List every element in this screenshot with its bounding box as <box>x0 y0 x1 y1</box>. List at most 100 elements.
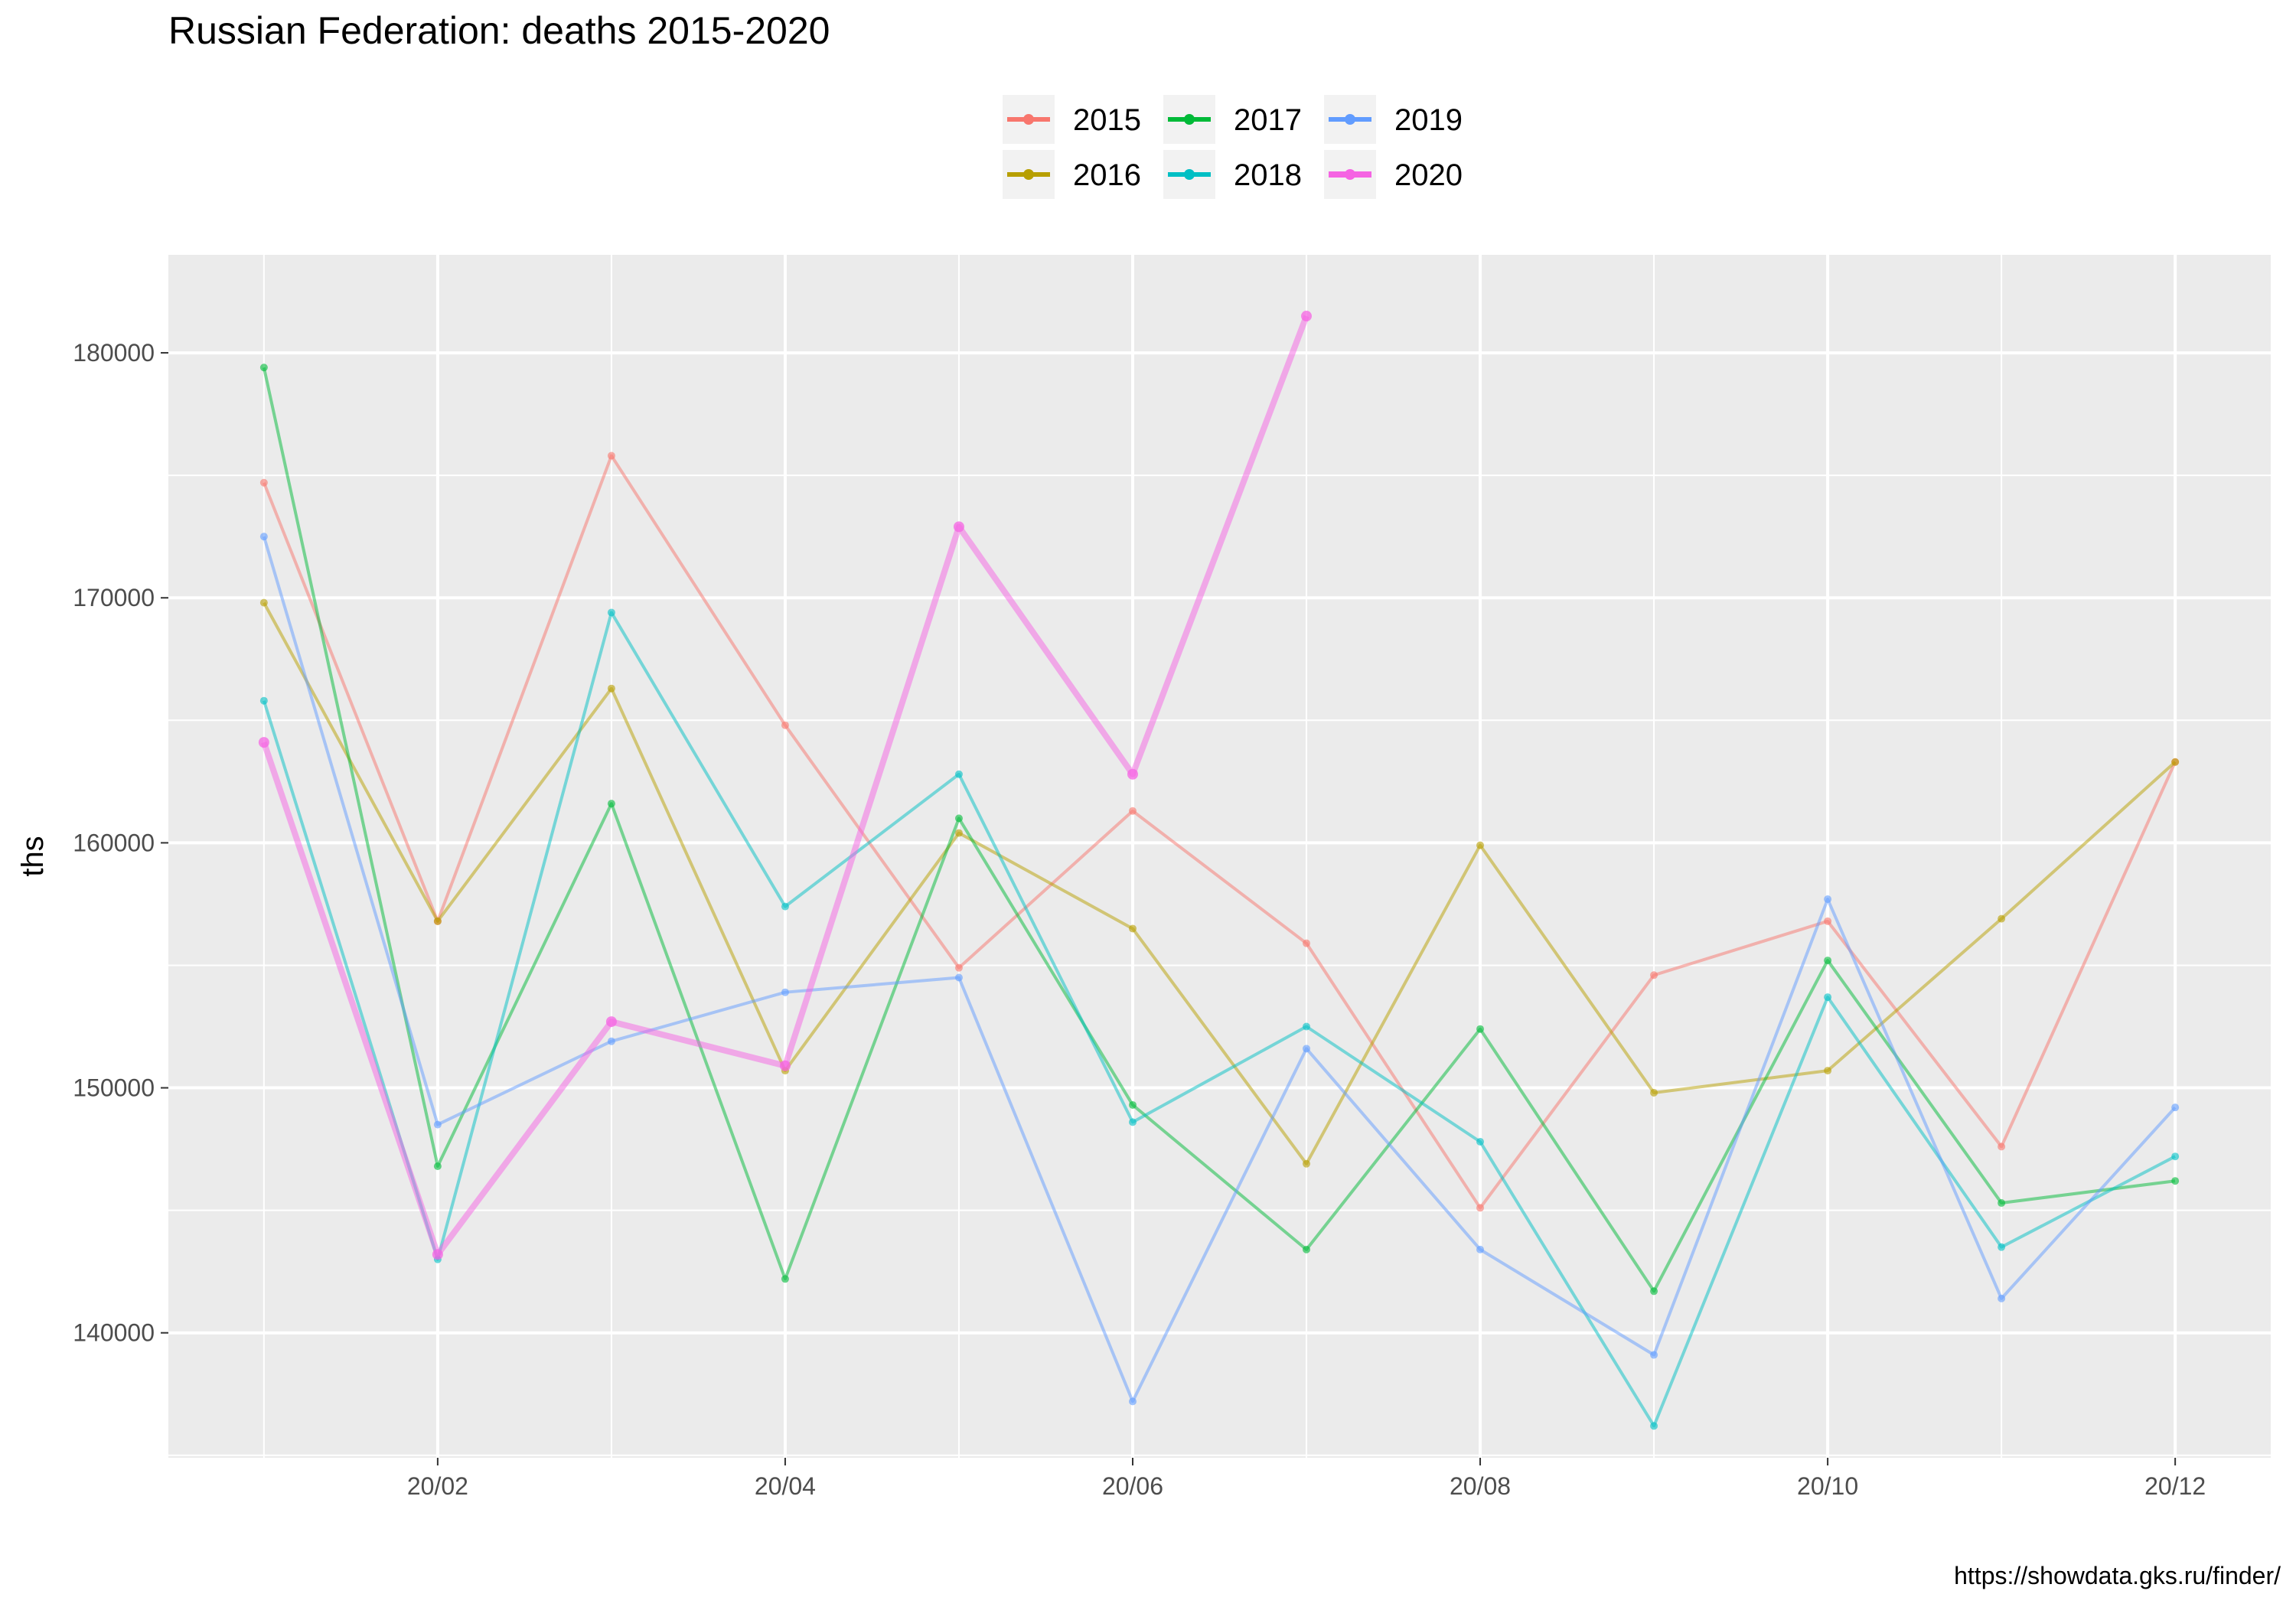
data-point <box>1127 768 1138 780</box>
data-point <box>1824 1067 1832 1075</box>
legend-label: 2017 <box>1234 103 1302 137</box>
y-axis: 140000 150000 160000 170000 180000 <box>73 339 168 1347</box>
legend-item-2016: 2016 <box>1003 150 1141 199</box>
data-point <box>433 1120 442 1129</box>
data-point <box>1650 1088 1658 1097</box>
legend-item-2020: 2020 <box>1324 150 1463 199</box>
chart-title: Russian Federation: deaths 2015-2020 <box>168 9 830 52</box>
series-2020 <box>258 311 1313 1260</box>
data-point <box>1476 1025 1485 1033</box>
data-point <box>433 1162 442 1171</box>
data-point <box>1476 841 1485 849</box>
data-point <box>1998 1143 2006 1151</box>
data-point <box>1303 1045 1311 1053</box>
data-point <box>1128 1397 1137 1406</box>
legend-label: 2018 <box>1234 158 1302 192</box>
series-line-2017 <box>262 367 2176 1293</box>
legend-label: 2015 <box>1073 103 1141 137</box>
data-point <box>2171 758 2180 766</box>
data-point <box>954 770 963 778</box>
data-point <box>1998 1199 2006 1208</box>
y-tick-label: 160000 <box>73 829 155 856</box>
legend-key-point <box>1345 114 1355 125</box>
data-point <box>432 1249 443 1260</box>
legend-key-point <box>1023 169 1034 180</box>
legend-key-point <box>1184 114 1195 125</box>
series-line-2019 <box>262 536 2177 1403</box>
legend-key-point <box>1184 169 1195 180</box>
legend-item-2015: 2015 <box>1003 95 1141 144</box>
data-point <box>781 1275 789 1283</box>
legend-label: 2019 <box>1394 103 1463 137</box>
data-point <box>1824 917 1832 925</box>
series-2019 <box>259 533 2180 1406</box>
data-point <box>433 917 442 925</box>
x-tick-label: 20/10 <box>1797 1472 1858 1500</box>
data-point <box>259 533 268 541</box>
x-tick-label: 20/02 <box>407 1472 468 1500</box>
data-point <box>1303 1245 1311 1253</box>
data-point <box>1650 1287 1658 1296</box>
data-point <box>1303 939 1311 947</box>
x-axis: 20/02 20/04 20/06 20/08 20/10 20/12 <box>407 1458 2206 1500</box>
data-point <box>954 829 963 837</box>
data-point <box>1998 1243 2006 1251</box>
series-line-2016 <box>263 601 2177 1165</box>
data-point <box>1128 924 1137 933</box>
chart-caption: https://showdata.gks.ru/finder/ <box>1954 1562 2281 1589</box>
y-tick-label: 140000 <box>73 1319 155 1347</box>
data-point <box>1303 1022 1311 1031</box>
data-point <box>1650 971 1658 980</box>
data-point <box>1128 1118 1137 1126</box>
series-2018 <box>259 608 2180 1430</box>
series-layer <box>258 311 2180 1430</box>
data-point <box>781 721 789 729</box>
legend-key-point <box>1023 114 1034 125</box>
y-tick-label: 150000 <box>73 1074 155 1102</box>
series-line-2015 <box>263 454 2177 1210</box>
data-point <box>607 451 615 460</box>
legend-key-point <box>1345 169 1355 180</box>
data-point <box>1824 993 1832 1002</box>
x-tick-label: 20/08 <box>1450 1472 1511 1500</box>
data-point <box>781 988 789 996</box>
data-point <box>259 696 268 705</box>
data-point <box>1128 1100 1137 1109</box>
data-point <box>1476 1245 1485 1253</box>
data-point <box>1476 1137 1485 1146</box>
data-point <box>1303 1159 1311 1168</box>
data-point <box>607 800 615 808</box>
data-point <box>953 521 964 533</box>
data-point <box>607 608 615 617</box>
data-point <box>2171 1103 2180 1112</box>
data-point <box>1998 1294 2006 1302</box>
data-point <box>1824 895 1832 904</box>
data-point <box>607 1037 615 1045</box>
data-point <box>1476 1204 1485 1212</box>
data-point <box>607 684 615 693</box>
data-point <box>1650 1351 1658 1359</box>
data-point <box>1650 1422 1658 1430</box>
data-point <box>954 963 963 972</box>
legend: 2015 2016 2017 2018 2019 2020 <box>1003 95 1463 199</box>
data-point <box>781 902 789 911</box>
y-tick-label: 170000 <box>73 584 155 611</box>
data-point <box>779 1060 791 1071</box>
data-point <box>954 814 963 823</box>
legend-label: 2016 <box>1073 158 1141 192</box>
series-2017 <box>259 363 2180 1296</box>
data-point <box>2171 1177 2180 1185</box>
legend-item-2017: 2017 <box>1163 95 1302 144</box>
data-point <box>259 363 268 372</box>
legend-item-2019: 2019 <box>1324 95 1463 144</box>
data-point <box>1824 957 1832 965</box>
data-point <box>2171 1152 2180 1161</box>
legend-label: 2020 <box>1394 158 1463 192</box>
plot-panel <box>168 255 2271 1458</box>
series-2016 <box>259 598 2180 1168</box>
y-tick-label: 180000 <box>73 339 155 367</box>
data-point <box>259 598 268 607</box>
y-axis-title: ths <box>16 836 50 876</box>
legend-item-2018: 2018 <box>1163 150 1302 199</box>
x-tick-label: 20/04 <box>755 1472 816 1500</box>
